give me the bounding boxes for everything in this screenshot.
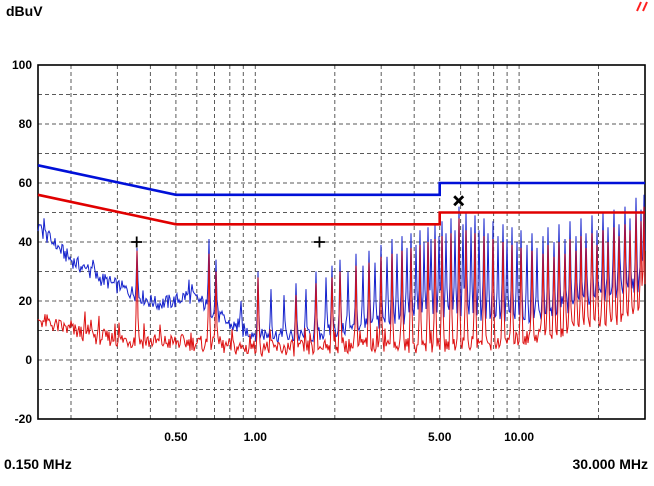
x-tick-label: 10.00 xyxy=(504,430,534,444)
y-tick-label: 80 xyxy=(19,117,33,131)
measurement-marker-x-3 xyxy=(453,195,465,207)
x-tick-label: 0.50 xyxy=(164,430,188,444)
logo-stroke xyxy=(636,1,642,12)
average-trace xyxy=(37,206,646,357)
y-tick-label: 60 xyxy=(19,176,33,190)
y-axis-unit-label: dBuV xyxy=(6,3,43,19)
quasi-peak-limit-line xyxy=(37,164,645,197)
x-tick-label: 1.00 xyxy=(244,430,268,444)
y-tick-label: 0 xyxy=(25,353,32,367)
y-tick-label: 40 xyxy=(19,235,33,249)
average-limit-line xyxy=(37,193,645,226)
x-axis-start-label: 0.150 MHz xyxy=(4,456,72,472)
y-tick-label: -20 xyxy=(15,412,33,426)
y-tick-label: 100 xyxy=(12,58,32,72)
x-axis-end-label: 30.000 MHz xyxy=(572,456,648,472)
logo-stroke xyxy=(642,1,648,12)
logo-fragment xyxy=(636,1,648,12)
y-tick-label: 20 xyxy=(19,294,33,308)
x-tick-label: 5.00 xyxy=(428,430,452,444)
